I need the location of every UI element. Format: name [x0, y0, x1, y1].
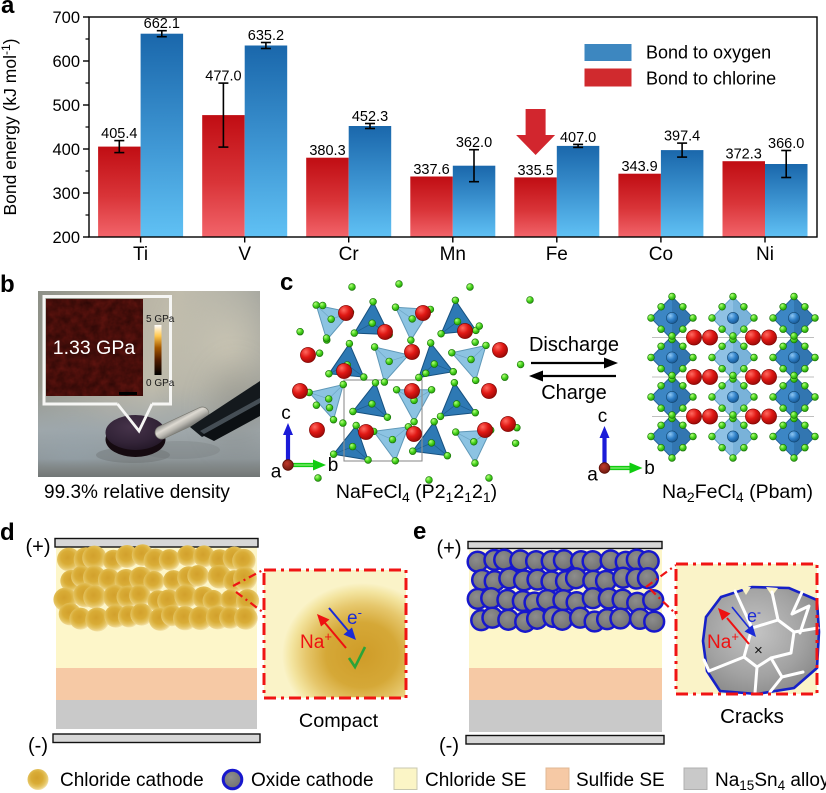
- svg-text:Bond to oxygen: Bond to oxygen: [646, 43, 771, 63]
- svg-text:372.3: 372.3: [726, 147, 762, 163]
- svg-text:(-): (-): [439, 735, 459, 757]
- svg-text:(-): (-): [28, 735, 48, 757]
- svg-text:Cracks: Cracks: [720, 705, 784, 728]
- svg-text:Charge: Charge: [541, 382, 607, 404]
- svg-text:(+): (+): [26, 536, 51, 558]
- svg-text:Bond energy (kJ mol-1): Bond energy (kJ mol-1): [0, 39, 20, 216]
- svg-text:Co: Co: [649, 244, 673, 265]
- svg-text:b: b: [328, 455, 339, 476]
- svg-text:Cr: Cr: [339, 244, 360, 265]
- svg-text:b: b: [644, 458, 655, 479]
- svg-text:NaFeCl4 (P212121): NaFeCl4 (P212121): [336, 481, 497, 505]
- svg-text:Na2FeCl4 (Pbam): Na2FeCl4 (Pbam): [662, 481, 813, 505]
- svg-text:5 GPa: 5 GPa: [146, 314, 175, 325]
- svg-text:662.1: 662.1: [144, 16, 180, 32]
- svg-text:Fe: Fe: [546, 244, 568, 265]
- svg-text:397.4: 397.4: [664, 129, 700, 145]
- svg-text:Sulfide SE: Sulfide SE: [576, 770, 665, 791]
- svg-text:635.2: 635.2: [248, 28, 284, 44]
- svg-text:337.6: 337.6: [413, 162, 449, 178]
- svg-text:Discharge: Discharge: [529, 334, 619, 356]
- svg-text:700: 700: [52, 9, 80, 27]
- svg-text:477.0: 477.0: [205, 69, 241, 85]
- svg-text:c: c: [280, 269, 293, 296]
- svg-text:Bond to chlorine: Bond to chlorine: [646, 69, 776, 89]
- svg-text:Na15Sn4 alloy: Na15Sn4 alloy: [715, 770, 826, 793]
- svg-text:×: ×: [754, 642, 763, 659]
- svg-text:400: 400: [52, 141, 80, 159]
- svg-text:366.0: 366.0: [768, 136, 804, 152]
- svg-text:c: c: [598, 406, 608, 427]
- svg-text:343.9: 343.9: [621, 159, 657, 175]
- svg-text:Compact: Compact: [299, 710, 379, 732]
- svg-text:0 GPa: 0 GPa: [146, 378, 175, 389]
- svg-text:200: 200: [52, 229, 80, 247]
- svg-text:Chloride SE: Chloride SE: [425, 770, 526, 791]
- svg-text:V: V: [238, 244, 251, 265]
- svg-text:a: a: [1, 0, 15, 19]
- svg-text:Chloride cathode: Chloride cathode: [60, 770, 204, 791]
- svg-text:600: 600: [52, 53, 80, 71]
- svg-text:362.0: 362.0: [456, 135, 492, 151]
- svg-text:Oxide cathode: Oxide cathode: [251, 770, 374, 791]
- svg-text:c: c: [281, 403, 291, 424]
- svg-text:405.4: 405.4: [101, 126, 137, 142]
- svg-text:Mn: Mn: [440, 244, 466, 265]
- svg-text:e: e: [413, 518, 426, 545]
- svg-text:Ni: Ni: [756, 244, 774, 265]
- svg-text:300: 300: [52, 185, 80, 203]
- svg-text:d: d: [0, 519, 15, 546]
- svg-text:500: 500: [52, 97, 80, 115]
- svg-text:(+): (+): [437, 538, 462, 560]
- svg-text:a: a: [587, 465, 598, 486]
- svg-text:335.5: 335.5: [517, 163, 553, 179]
- svg-text:Ti: Ti: [133, 244, 148, 265]
- svg-text:452.3: 452.3: [352, 109, 388, 125]
- svg-text:380.3: 380.3: [309, 143, 345, 159]
- svg-text:a: a: [271, 462, 282, 483]
- svg-text:1.33 GPa: 1.33 GPa: [53, 337, 136, 359]
- svg-text:407.0: 407.0: [560, 130, 596, 146]
